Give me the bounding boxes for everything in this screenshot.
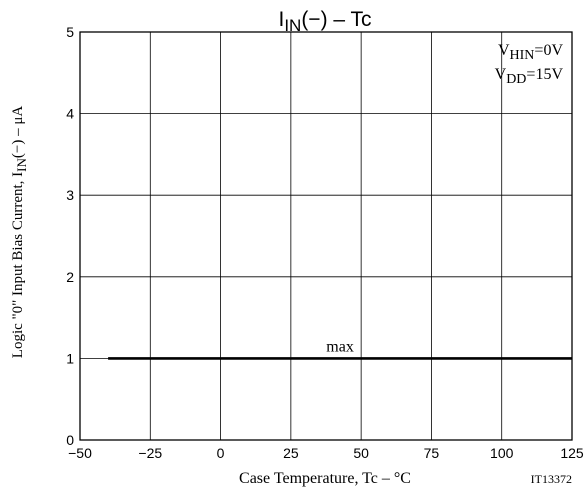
chart-title: IIN(−) – Tc: [278, 8, 371, 35]
y-tick-label: 3: [66, 187, 74, 203]
x-tick-label: 0: [217, 445, 225, 461]
series-label-max: max: [326, 338, 354, 355]
x-axis-label: Case Temperature, Tc – °C: [239, 470, 411, 487]
grid-lines: [80, 32, 572, 440]
x-tick-label: −50: [68, 445, 92, 461]
x-tick-label: 100: [490, 445, 514, 461]
plot-area-frame: [79, 31, 573, 441]
y-tick-label: 1: [66, 350, 74, 366]
x-tick-label: 125: [560, 445, 584, 461]
series-group: max: [108, 338, 572, 360]
x-tick-label: −25: [138, 445, 162, 461]
x-tick-label: 25: [283, 445, 299, 461]
y-tick-label: 0: [66, 432, 74, 448]
conditions-box: VHIN=0V VDD=15V: [495, 42, 564, 87]
x-tick-label: 50: [353, 445, 369, 461]
condition-vhin: VHIN=0V: [498, 42, 563, 63]
x-tick-labels: −50 −25 0 25 50 75 100 125: [68, 445, 584, 461]
y-tick-labels: 0 1 2 3 4 5: [66, 24, 74, 448]
condition-vdd: VDD=15V: [495, 66, 564, 87]
y-tick-label: 5: [66, 24, 74, 40]
y-tick-label: 4: [66, 106, 74, 122]
y-axis-label: Logic "0" Input Bias Current, IIN(−) – μ…: [10, 106, 29, 359]
figure-code: IT13372: [531, 472, 572, 486]
x-tick-label: 75: [424, 445, 440, 461]
y-tick-label: 2: [66, 269, 74, 285]
